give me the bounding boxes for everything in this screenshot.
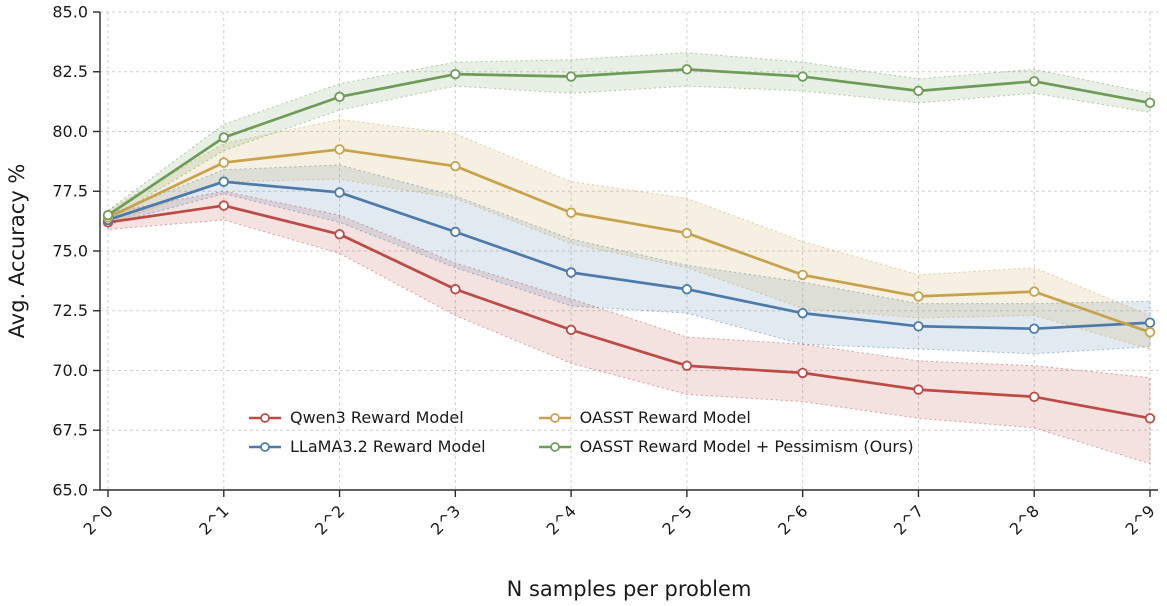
data-point-qwen3 [1029, 391, 1040, 402]
legend-circle [549, 412, 560, 423]
data-point-llama32 [1144, 317, 1156, 328]
legend: Qwen3 Reward Model LLaMA3.2 Reward Model O… [248, 408, 914, 456]
x-tick-label: 2^2 [311, 501, 348, 538]
data-point-qwen3 [681, 360, 693, 371]
y-tick-label: 82.5 [52, 62, 88, 81]
data-point-qwen3 [334, 229, 345, 240]
x-tick-label: 2^0 [80, 501, 117, 538]
data-point-qwen3 [450, 284, 461, 295]
data-point-oasst-pessimism [450, 68, 461, 80]
x-tick-label: 2^5 [658, 501, 695, 538]
data-point-oasst-pessimism [681, 64, 693, 75]
x-tick-label: 2^8 [1006, 501, 1043, 538]
y-tick-label: 80.0 [52, 122, 88, 141]
confidence-band-llama32 [107, 164, 1151, 355]
legend-marker-icon [249, 412, 281, 423]
legend-item-oasst-pessimism: OASST Reward Model + Pessimism (Ours) [538, 437, 914, 456]
data-point-oasst-pessimism [1144, 97, 1156, 109]
y-tick-label: 67.5 [52, 421, 88, 440]
data-point-qwen3 [797, 367, 808, 379]
y-tick-label: 85.0 [52, 2, 88, 21]
data-point-oasst [218, 157, 229, 168]
legend-marker-icon [249, 441, 281, 452]
legend-label: Qwen3 Reward Model [290, 408, 464, 427]
data-point-oasst [913, 291, 924, 302]
data-point-oasst-pessimism [334, 91, 345, 103]
x-tick-label: 2^7 [890, 501, 927, 538]
data-point-llama32 [334, 187, 345, 198]
legend-item-llama32: LLaMA3.2 Reward Model [248, 437, 486, 456]
data-point-oasst-pessimism [565, 71, 577, 82]
series-line-oasst-pessimism [106, 68, 1152, 217]
data-point-qwen3 [913, 384, 924, 395]
y-tick-label: 70.0 [52, 361, 88, 380]
legend-label: LLaMA3.2 Reward Model [290, 437, 486, 456]
y-tick-label: 65.0 [52, 480, 88, 499]
data-point-llama32 [450, 226, 461, 238]
y-axis-label: Avg. Accuracy % [5, 164, 29, 339]
legend-marker-icon [538, 441, 571, 452]
data-point-qwen3 [1144, 413, 1156, 424]
confidence-band-oasst-pessimism [107, 52, 1151, 221]
legend-circle [260, 412, 270, 423]
data-point-oasst [450, 160, 461, 172]
legend-label: OASST Reward Model [579, 408, 751, 427]
legend-column: OASST Reward Model OASST Reward Model + P… [538, 408, 914, 456]
legend-marker-icon [538, 412, 571, 423]
x-tick-label: 2^3 [427, 501, 464, 538]
series-line-oasst [106, 148, 1152, 334]
legend-item-oasst: OASST Reward Model [538, 408, 914, 427]
data-point-oasst-pessimism [218, 132, 229, 143]
data-point-oasst-pessimism [797, 71, 808, 82]
legend-item-qwen3: Qwen3 Reward Model [248, 408, 486, 427]
x-tick-label: 2^9 [1122, 501, 1159, 538]
data-point-llama32 [913, 321, 924, 332]
y-tick-label: 75.0 [52, 241, 88, 260]
data-point-llama32 [565, 267, 577, 278]
y-tick-label: 72.5 [52, 301, 88, 320]
confidence-band-qwen3 [107, 190, 1151, 465]
x-tick-label: 2^6 [774, 501, 811, 538]
data-point-oasst [1144, 327, 1156, 338]
series-line-qwen3 [106, 204, 1152, 420]
data-point-oasst [334, 144, 345, 155]
data-point-llama32 [797, 307, 808, 319]
data-point-oasst [565, 207, 577, 218]
data-point-oasst [681, 227, 693, 239]
data-point-llama32 [1029, 323, 1040, 334]
x-tick-label: 2^4 [543, 501, 580, 538]
legend-circle [549, 441, 560, 452]
data-point-oasst-pessimism [1029, 76, 1040, 87]
legend-column: Qwen3 Reward Model LLaMA3.2 Reward Model [248, 408, 486, 456]
chart-plot-area: 65.0 67.5 70.0 72.5 75.0 77.5 80.0 82.5 85.0 2^0 2… [52, 2, 1158, 538]
data-point-oasst-pessimism [913, 85, 924, 97]
x-tick-label: 2^1 [195, 501, 232, 538]
data-point-oasst [1029, 286, 1040, 297]
data-point-oasst-pessimism [102, 209, 114, 221]
legend-circle [260, 441, 270, 452]
x-axis-label: N samples per problem [507, 577, 752, 601]
legend-label: OASST Reward Model + Pessimism (Ours) [579, 437, 914, 456]
y-tick-label: 77.5 [52, 182, 88, 201]
data-point-qwen3 [218, 200, 229, 211]
data-point-llama32 [218, 176, 229, 187]
data-point-llama32 [681, 284, 693, 295]
data-point-oasst [797, 269, 808, 281]
confidence-band-oasst [107, 119, 1151, 350]
series-line-llama32 [106, 180, 1152, 331]
data-point-qwen3 [565, 324, 577, 336]
